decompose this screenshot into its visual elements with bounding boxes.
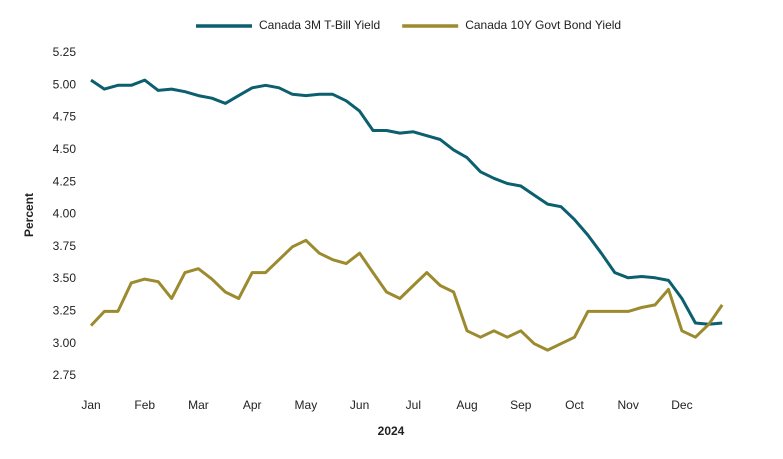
x-tick-label: Oct: [565, 398, 584, 412]
legend-label: Canada 3M T-Bill Yield: [259, 18, 380, 32]
y-tick-label: 3.75: [53, 239, 77, 253]
y-tick-label: 4.00: [53, 207, 77, 221]
x-tick-label: Nov: [618, 398, 639, 412]
x-tick-label: Apr: [243, 398, 262, 412]
y-tick-label: 3.00: [53, 336, 77, 350]
x-tick-label: Jul: [406, 398, 421, 412]
x-tick-label: Feb: [134, 398, 155, 412]
y-tick-label: 5.00: [53, 77, 77, 91]
y-tick-label: 4.25: [53, 174, 77, 188]
y-tick-label: 3.25: [53, 304, 77, 318]
x-tick-label: Jan: [81, 398, 100, 412]
y-tick-label: 4.75: [53, 110, 77, 124]
x-tick-label: May: [295, 398, 318, 412]
x-tick-label: Mar: [188, 398, 209, 412]
y-tick-label: 3.50: [53, 271, 77, 285]
series-line: [89, 238, 724, 352]
y-tick-label: 2.75: [53, 368, 77, 382]
x-tick-label: Jun: [350, 398, 369, 412]
y-tick-label: 4.50: [53, 142, 77, 156]
y-tick-label: 5.25: [53, 45, 77, 59]
legend-label: Canada 10Y Govt Bond Yield: [465, 18, 621, 32]
x-tick-label: Dec: [671, 398, 692, 412]
x-tick-label: Aug: [456, 398, 477, 412]
x-tick-label: Sep: [510, 398, 532, 412]
series-line: [90, 78, 723, 326]
x-axis-label: 2024: [378, 424, 405, 438]
y-axis-label: Percent: [22, 193, 36, 237]
